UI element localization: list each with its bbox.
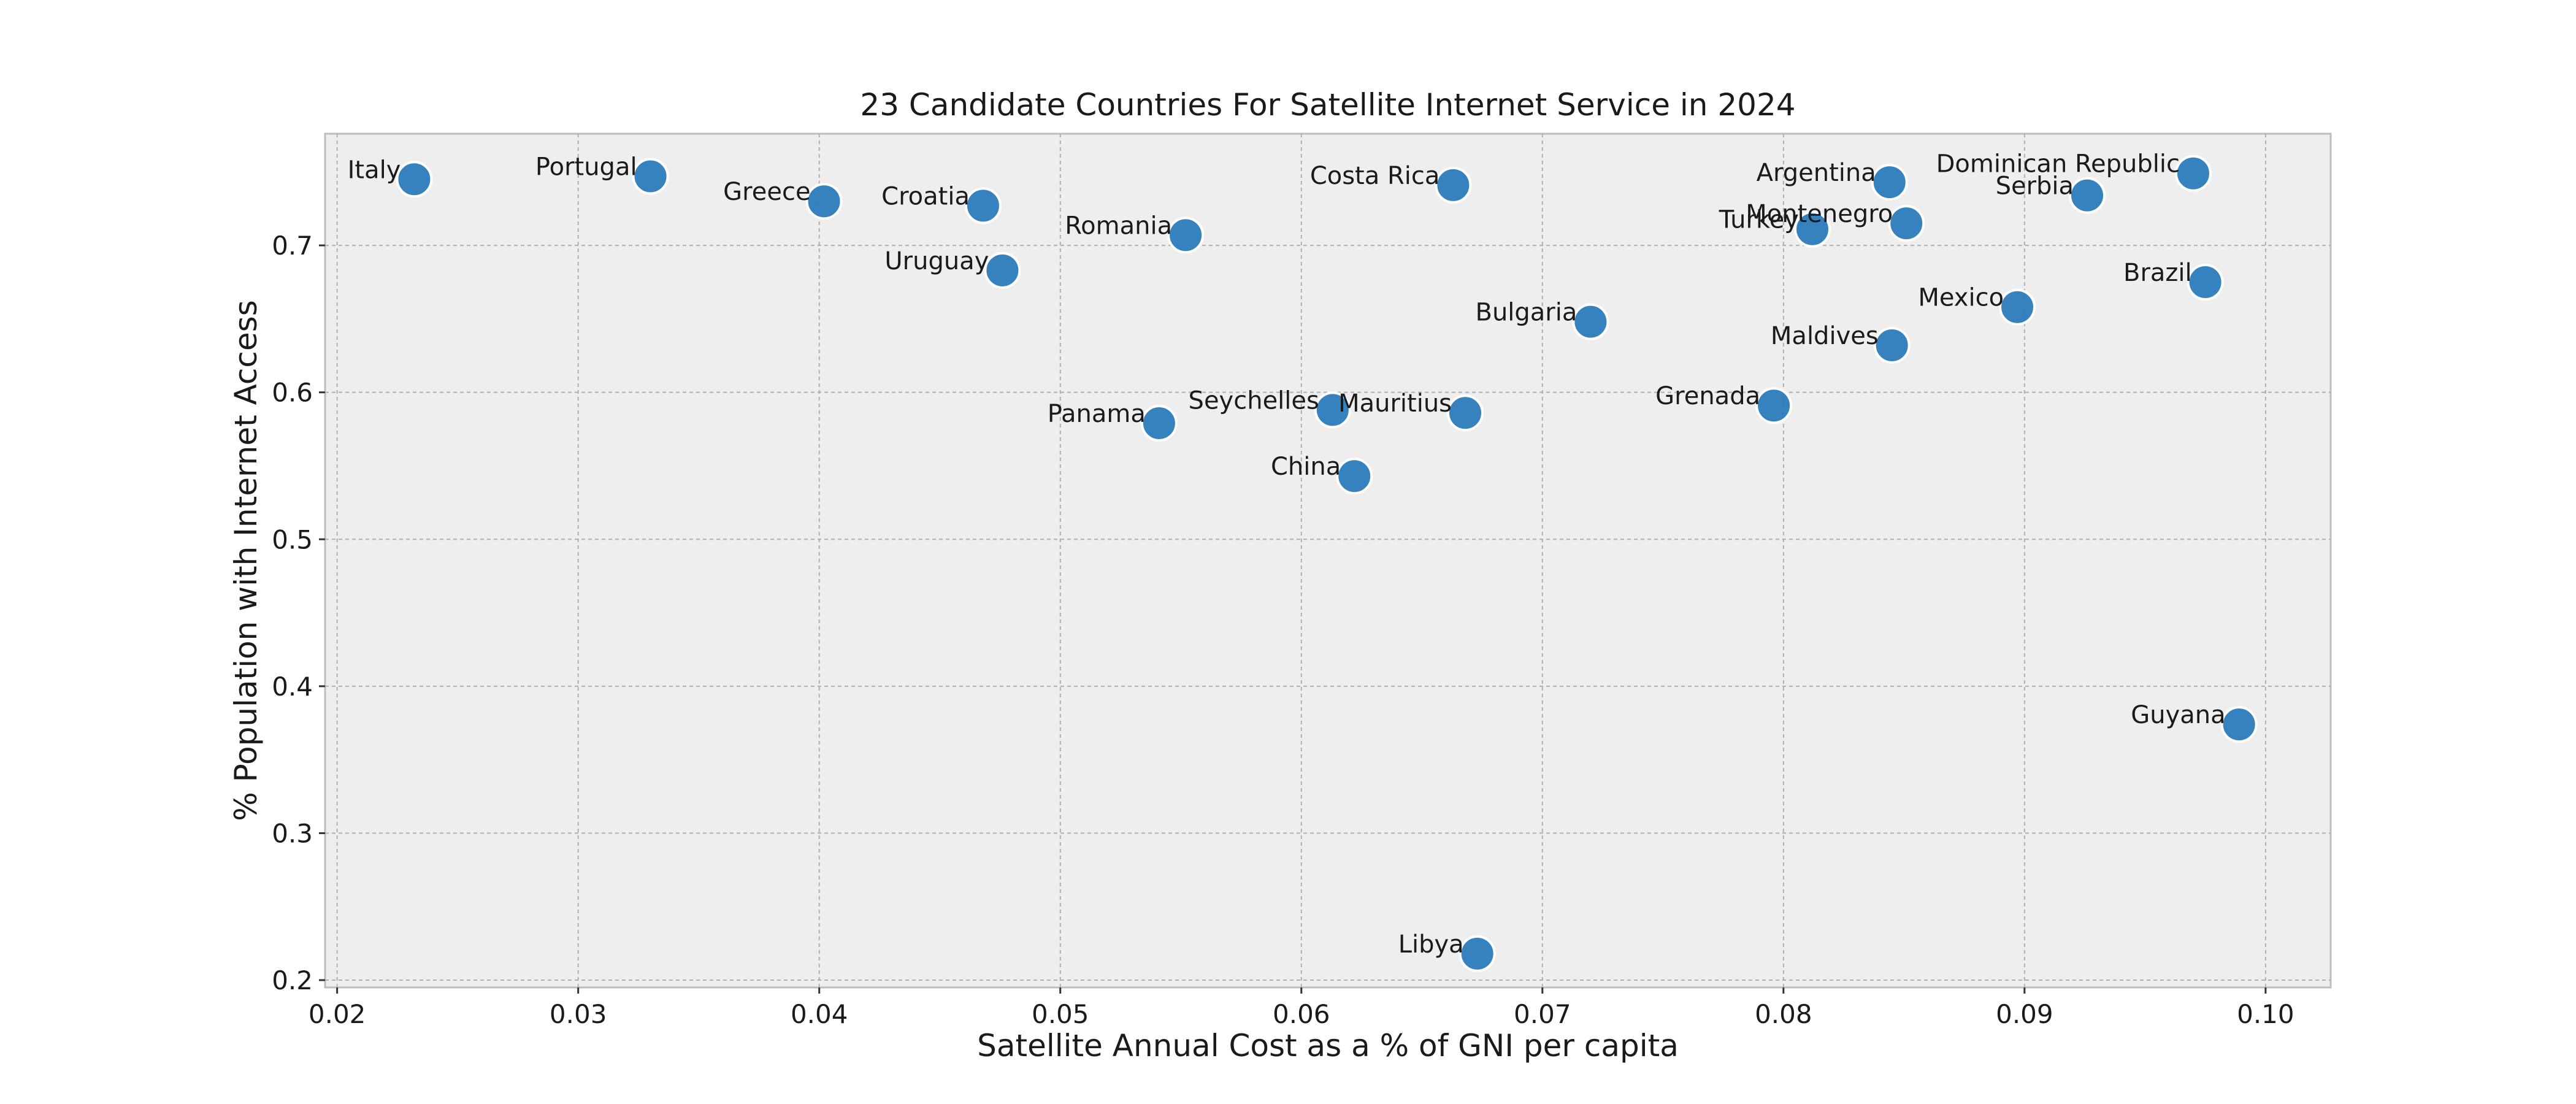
point-label: Mexico [1918, 284, 2004, 312]
point-label: Libya [1398, 930, 1464, 959]
point-label: Seychelles [1189, 386, 1319, 415]
data-point [2069, 177, 2106, 214]
data-point [1435, 166, 1472, 204]
point-label: Greece [723, 178, 810, 206]
point-label: Italy [348, 156, 401, 184]
y-tick-label: 0.3 [272, 818, 313, 848]
point-label: Serbia [1996, 172, 2074, 201]
data-point [396, 161, 433, 198]
data-point [1336, 458, 1373, 495]
data-point [1755, 387, 1793, 424]
y-tick-label: 0.7 [272, 231, 313, 261]
data-point [1572, 303, 1609, 340]
x-tick-label: 0.02 [309, 999, 366, 1029]
x-tick-label: 0.05 [1032, 999, 1089, 1029]
data-point [632, 158, 669, 195]
point-label: Maldives [1771, 322, 1879, 350]
data-point [1459, 935, 1496, 972]
y-tick-label: 0.2 [272, 965, 313, 995]
point-label: Dominican Republic [1936, 150, 2180, 178]
point-label: Montenegro [1746, 200, 1893, 228]
data-point [1888, 205, 1925, 242]
point-label: Guyana [2131, 701, 2225, 729]
data-point [984, 251, 1021, 289]
plot-area [324, 132, 2332, 989]
x-tick-label: 0.09 [1996, 999, 2053, 1029]
point-label: China [1271, 453, 1341, 481]
y-tick-label: 0.5 [272, 524, 313, 554]
point-labels: Italy Portugal Greece Croatia Uruguay Romania… [348, 150, 2226, 959]
x-axis: 0.02 0.03 0.04 0.05 0.06 0.07 0.08 0.09 0.10 [309, 987, 2294, 1029]
x-tick-label: 0.10 [2237, 999, 2294, 1029]
grid-lines [325, 134, 2331, 987]
data-point [1793, 210, 1831, 248]
x-tick-label: 0.03 [550, 999, 607, 1029]
point-label: Romania [1065, 212, 1172, 240]
point-label: Brazil [2123, 259, 2192, 287]
point-label: Croatia [881, 182, 970, 210]
point-label: Grenada [1655, 382, 1760, 410]
data-point [805, 183, 843, 220]
x-tick-label: 0.06 [1273, 999, 1330, 1029]
chart-title: 23 Candidate Countries For Satellite Int… [860, 87, 1795, 123]
y-tick-label: 0.6 [272, 378, 313, 408]
data-points [396, 155, 2258, 972]
data-point [1873, 327, 1911, 364]
data-point [1140, 404, 1178, 442]
point-label: Mauritius [1338, 389, 1452, 418]
point-label: Costa Rica [1310, 162, 1440, 190]
point-label: Panama [1048, 400, 1146, 428]
y-axis-label: % Population with Internet Access [228, 300, 264, 821]
data-point [1447, 394, 1484, 432]
data-point [2220, 706, 2258, 743]
point-label: Portugal [535, 153, 637, 181]
x-tick-label: 0.08 [1755, 999, 1812, 1029]
y-tick-label: 0.4 [272, 672, 313, 702]
x-tick-label: 0.04 [791, 999, 848, 1029]
x-tick-label: 0.07 [1514, 999, 1571, 1029]
data-point [1314, 391, 1351, 429]
x-axis-label: Satellite Annual Cost as a % of GNI per … [977, 1028, 1679, 1064]
data-point [1871, 164, 1908, 201]
y-axis: 0.2 0.3 0.4 0.5 0.6 0.7 [272, 231, 325, 995]
point-label: Bulgaria [1476, 299, 1577, 327]
data-point [1999, 288, 2036, 326]
data-point [964, 187, 1002, 224]
data-point [1167, 217, 1205, 254]
point-label: Uruguay [884, 247, 989, 275]
point-label: Turkey [1719, 206, 1799, 234]
data-point [2174, 155, 2212, 192]
point-label: Argentina [1757, 159, 1876, 187]
data-point [2187, 263, 2224, 301]
